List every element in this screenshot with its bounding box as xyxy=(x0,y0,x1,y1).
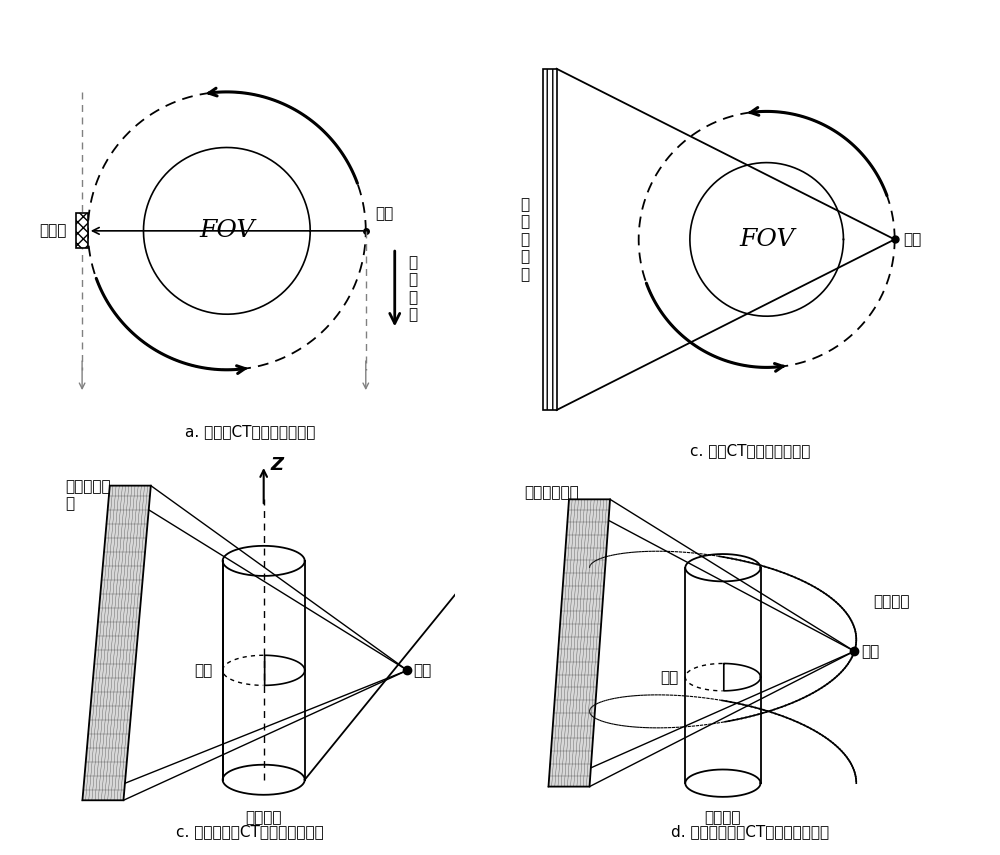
Text: 切
向
平
移: 切 向 平 移 xyxy=(409,255,418,322)
Text: 光源: 光源 xyxy=(861,644,879,658)
Text: Z: Z xyxy=(271,456,284,475)
Text: 光源: 光源 xyxy=(375,207,393,221)
Text: c. 圆轨道锥束CT扫描方式示意图: c. 圆轨道锥束CT扫描方式示意图 xyxy=(176,824,324,840)
Bar xyxy=(543,68,557,410)
Text: 探测器: 探测器 xyxy=(40,223,67,239)
Bar xyxy=(543,68,557,410)
Polygon shape xyxy=(82,486,151,800)
Text: 探
测
器
阵
列: 探 测 器 阵 列 xyxy=(521,198,530,281)
Text: a. 平行束CT扫描方式示意图: a. 平行束CT扫描方式示意图 xyxy=(185,424,315,439)
Text: 面探测器阵
列: 面探测器阵 列 xyxy=(65,479,111,511)
Text: 光源: 光源 xyxy=(413,663,431,678)
Text: 扫描物体: 扫描物体 xyxy=(705,811,741,826)
Bar xyxy=(76,214,88,248)
Text: 断层: 断层 xyxy=(194,663,212,678)
Text: d. 负旋轨道锥束CT扫描方式示意图: d. 负旋轨道锥束CT扫描方式示意图 xyxy=(671,824,829,840)
Text: c. 扇束CT扫描方式示意图: c. 扇束CT扫描方式示意图 xyxy=(690,443,810,458)
Text: 断层: 断层 xyxy=(660,669,678,685)
Bar xyxy=(76,214,88,248)
Text: 扫描轨道: 扫描轨道 xyxy=(873,594,910,610)
Text: 扫描物体: 扫描物体 xyxy=(245,811,282,826)
Text: FOV: FOV xyxy=(739,228,794,251)
Polygon shape xyxy=(548,499,610,787)
Text: 面探测器阵列: 面探测器阵列 xyxy=(525,486,579,501)
Text: 光源: 光源 xyxy=(903,232,921,247)
Text: FOV: FOV xyxy=(199,220,255,242)
